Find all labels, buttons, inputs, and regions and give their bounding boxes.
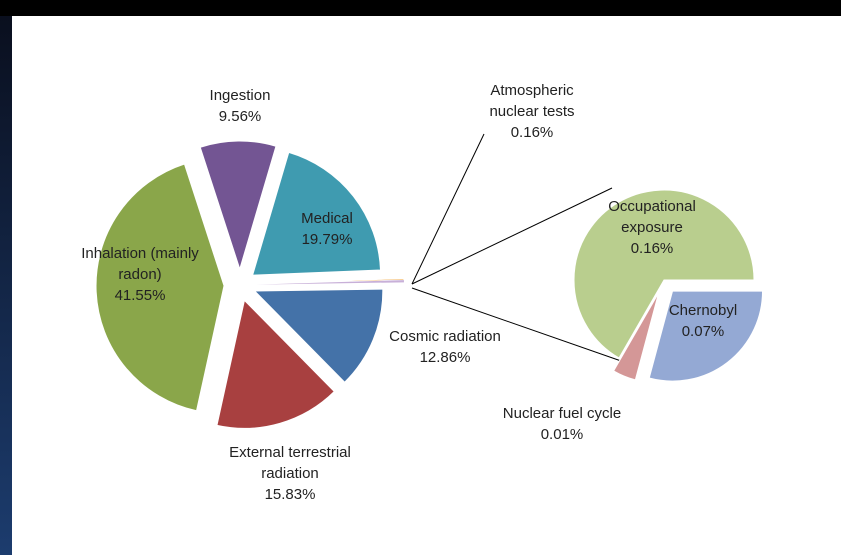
pie-slice bbox=[648, 290, 764, 382]
category-label: Occupational exposure bbox=[608, 198, 696, 236]
pie-slice bbox=[573, 189, 755, 359]
slice-label: Atmospheric nuclear tests 0.16% bbox=[467, 80, 597, 143]
pie-slice bbox=[216, 299, 335, 429]
category-label: Inhalation (mainly radon) bbox=[81, 245, 199, 283]
slice-label: Cosmic radiation 12.86% bbox=[365, 326, 525, 368]
slice-label: Occupational exposure 0.16% bbox=[587, 196, 717, 259]
pie-slice bbox=[251, 151, 382, 276]
value-label: 19.79% bbox=[301, 231, 353, 248]
value-label: 12.86% bbox=[419, 349, 471, 366]
slice-label: Inhalation (mainly radon) 41.55% bbox=[70, 243, 210, 306]
value-label: 0.01% bbox=[540, 426, 584, 443]
slice-label: Medical 19.79% bbox=[282, 208, 372, 250]
value-label: 15.83% bbox=[264, 486, 316, 503]
pie-slice bbox=[253, 288, 384, 383]
connector-line bbox=[411, 187, 613, 285]
value-label: 0.07% bbox=[681, 323, 725, 340]
category-label: Chernobyl bbox=[668, 302, 738, 319]
value-label: 41.55% bbox=[114, 287, 166, 304]
value-label: 0.16% bbox=[510, 124, 554, 141]
side-strip bbox=[0, 16, 12, 555]
pie-slice bbox=[612, 292, 660, 381]
category-label: Cosmic radiation bbox=[389, 328, 501, 345]
pie-slice bbox=[255, 277, 405, 285]
pie-slice bbox=[255, 280, 404, 285]
slice-label: Chernobyl 0.07% bbox=[653, 300, 753, 342]
leader-line bbox=[411, 133, 485, 285]
category-label: External terrestrial radiation bbox=[229, 444, 351, 482]
category-label: Nuclear fuel cycle bbox=[502, 405, 622, 422]
value-label: 0.16% bbox=[630, 240, 674, 257]
category-label: Medical bbox=[301, 210, 353, 227]
pie-slice bbox=[199, 140, 277, 271]
slice-label: Ingestion 9.56% bbox=[190, 85, 290, 127]
category-label: Ingestion bbox=[209, 87, 271, 104]
category-label: Atmospheric nuclear tests bbox=[489, 82, 575, 120]
connector-line bbox=[411, 287, 625, 363]
slice-label: External terrestrial radiation 15.83% bbox=[203, 442, 378, 505]
slice-label: Nuclear fuel cycle 0.01% bbox=[477, 403, 647, 445]
pie-slice bbox=[95, 163, 225, 412]
value-label: 9.56% bbox=[218, 108, 262, 125]
